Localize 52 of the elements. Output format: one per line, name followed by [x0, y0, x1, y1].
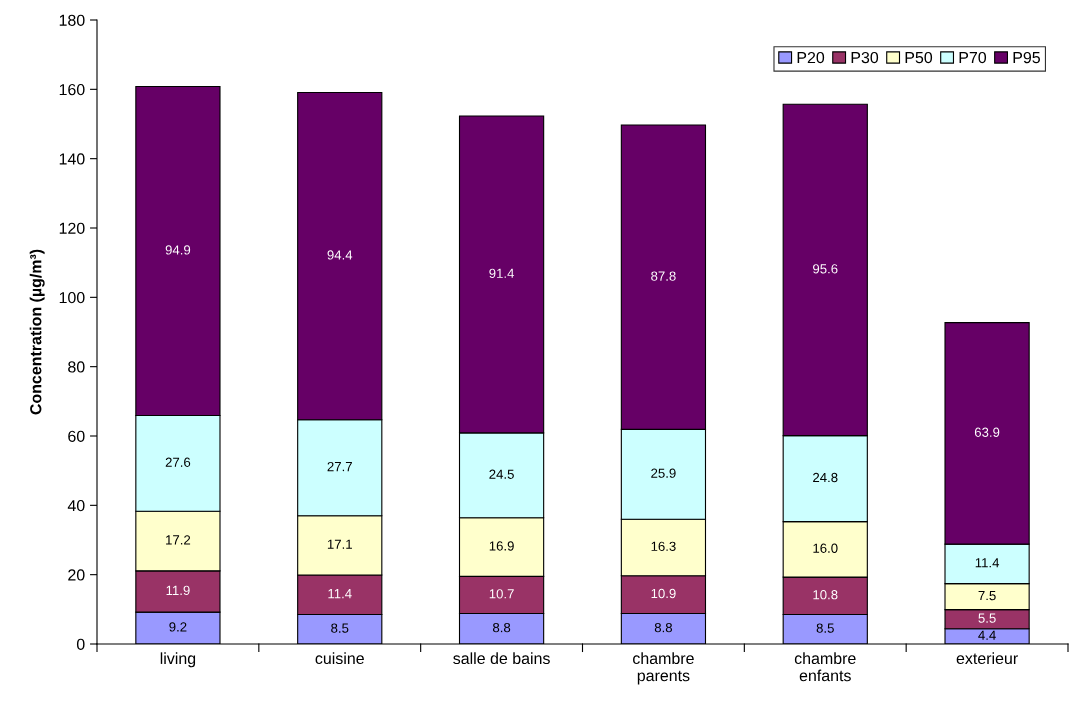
y-tick-label: 20: [68, 569, 85, 581]
data-label: 7.5: [978, 591, 996, 601]
data-label: 94.4: [327, 250, 353, 260]
data-label: 27.7: [327, 461, 352, 472]
data-label: 4.4: [978, 630, 996, 640]
data-label: 91.4: [489, 268, 515, 278]
data-label: 25.9: [651, 468, 676, 478]
legend-label: P70: [959, 51, 987, 64]
data-label: 5.5: [978, 613, 996, 623]
data-label: 9.2: [169, 622, 187, 632]
data-label: 17.2: [166, 535, 191, 545]
data-label: 95.6: [813, 264, 838, 274]
y-tick-label: 180: [59, 14, 85, 26]
legend-label: P20: [797, 51, 825, 64]
data-label: 8.5: [816, 623, 834, 633]
data-label: 24.8: [813, 472, 838, 483]
data-label: 27.6: [165, 457, 191, 467]
data-label: 10.9: [651, 588, 676, 599]
legend-label: P30: [851, 51, 879, 64]
legend-label: P50: [905, 51, 933, 64]
y-tick-label: 120: [59, 222, 85, 234]
data-label: 8.8: [654, 622, 673, 633]
data-label: 11.4: [328, 589, 352, 599]
data-label: 63.9: [974, 427, 1000, 437]
data-label: 8.5: [331, 623, 349, 633]
x-tick-label: exterieur: [956, 652, 1018, 665]
data-label: 16.0: [813, 543, 838, 553]
data-label: 10.7: [489, 589, 514, 599]
data-label: 11.9: [166, 585, 190, 596]
data-label: 87.8: [651, 271, 676, 281]
data-label: 8.8: [492, 622, 511, 633]
y-axis-title: Concentration (µg/m³): [29, 249, 45, 415]
data-label: 24.5: [489, 469, 514, 479]
data-label: 16.3: [651, 541, 676, 551]
data-label: 94.9: [165, 245, 191, 255]
legend-label: P95: [1013, 51, 1040, 64]
y-tick-label: 100: [59, 291, 85, 304]
data-label: 11.4: [975, 558, 1000, 568]
y-tick-label: 0: [76, 638, 85, 650]
y-tick-label: 80: [68, 361, 85, 373]
data-label: 10.8: [813, 590, 838, 600]
data-label: 17.1: [327, 539, 352, 549]
y-tick-label: 140: [59, 153, 85, 165]
x-tick-label: chambre enfants: [794, 652, 856, 682]
y-tick-label: 60: [68, 430, 85, 442]
x-tick-label: living: [160, 652, 196, 668]
data-label: 16.9: [489, 541, 514, 551]
x-tick-label: cuisine: [315, 652, 364, 665]
y-tick-label: 40: [67, 499, 85, 512]
y-tick-label: 160: [59, 83, 85, 96]
x-tick-label: chambre parents: [633, 652, 694, 685]
x-tick-label: salle de bains: [453, 652, 550, 665]
